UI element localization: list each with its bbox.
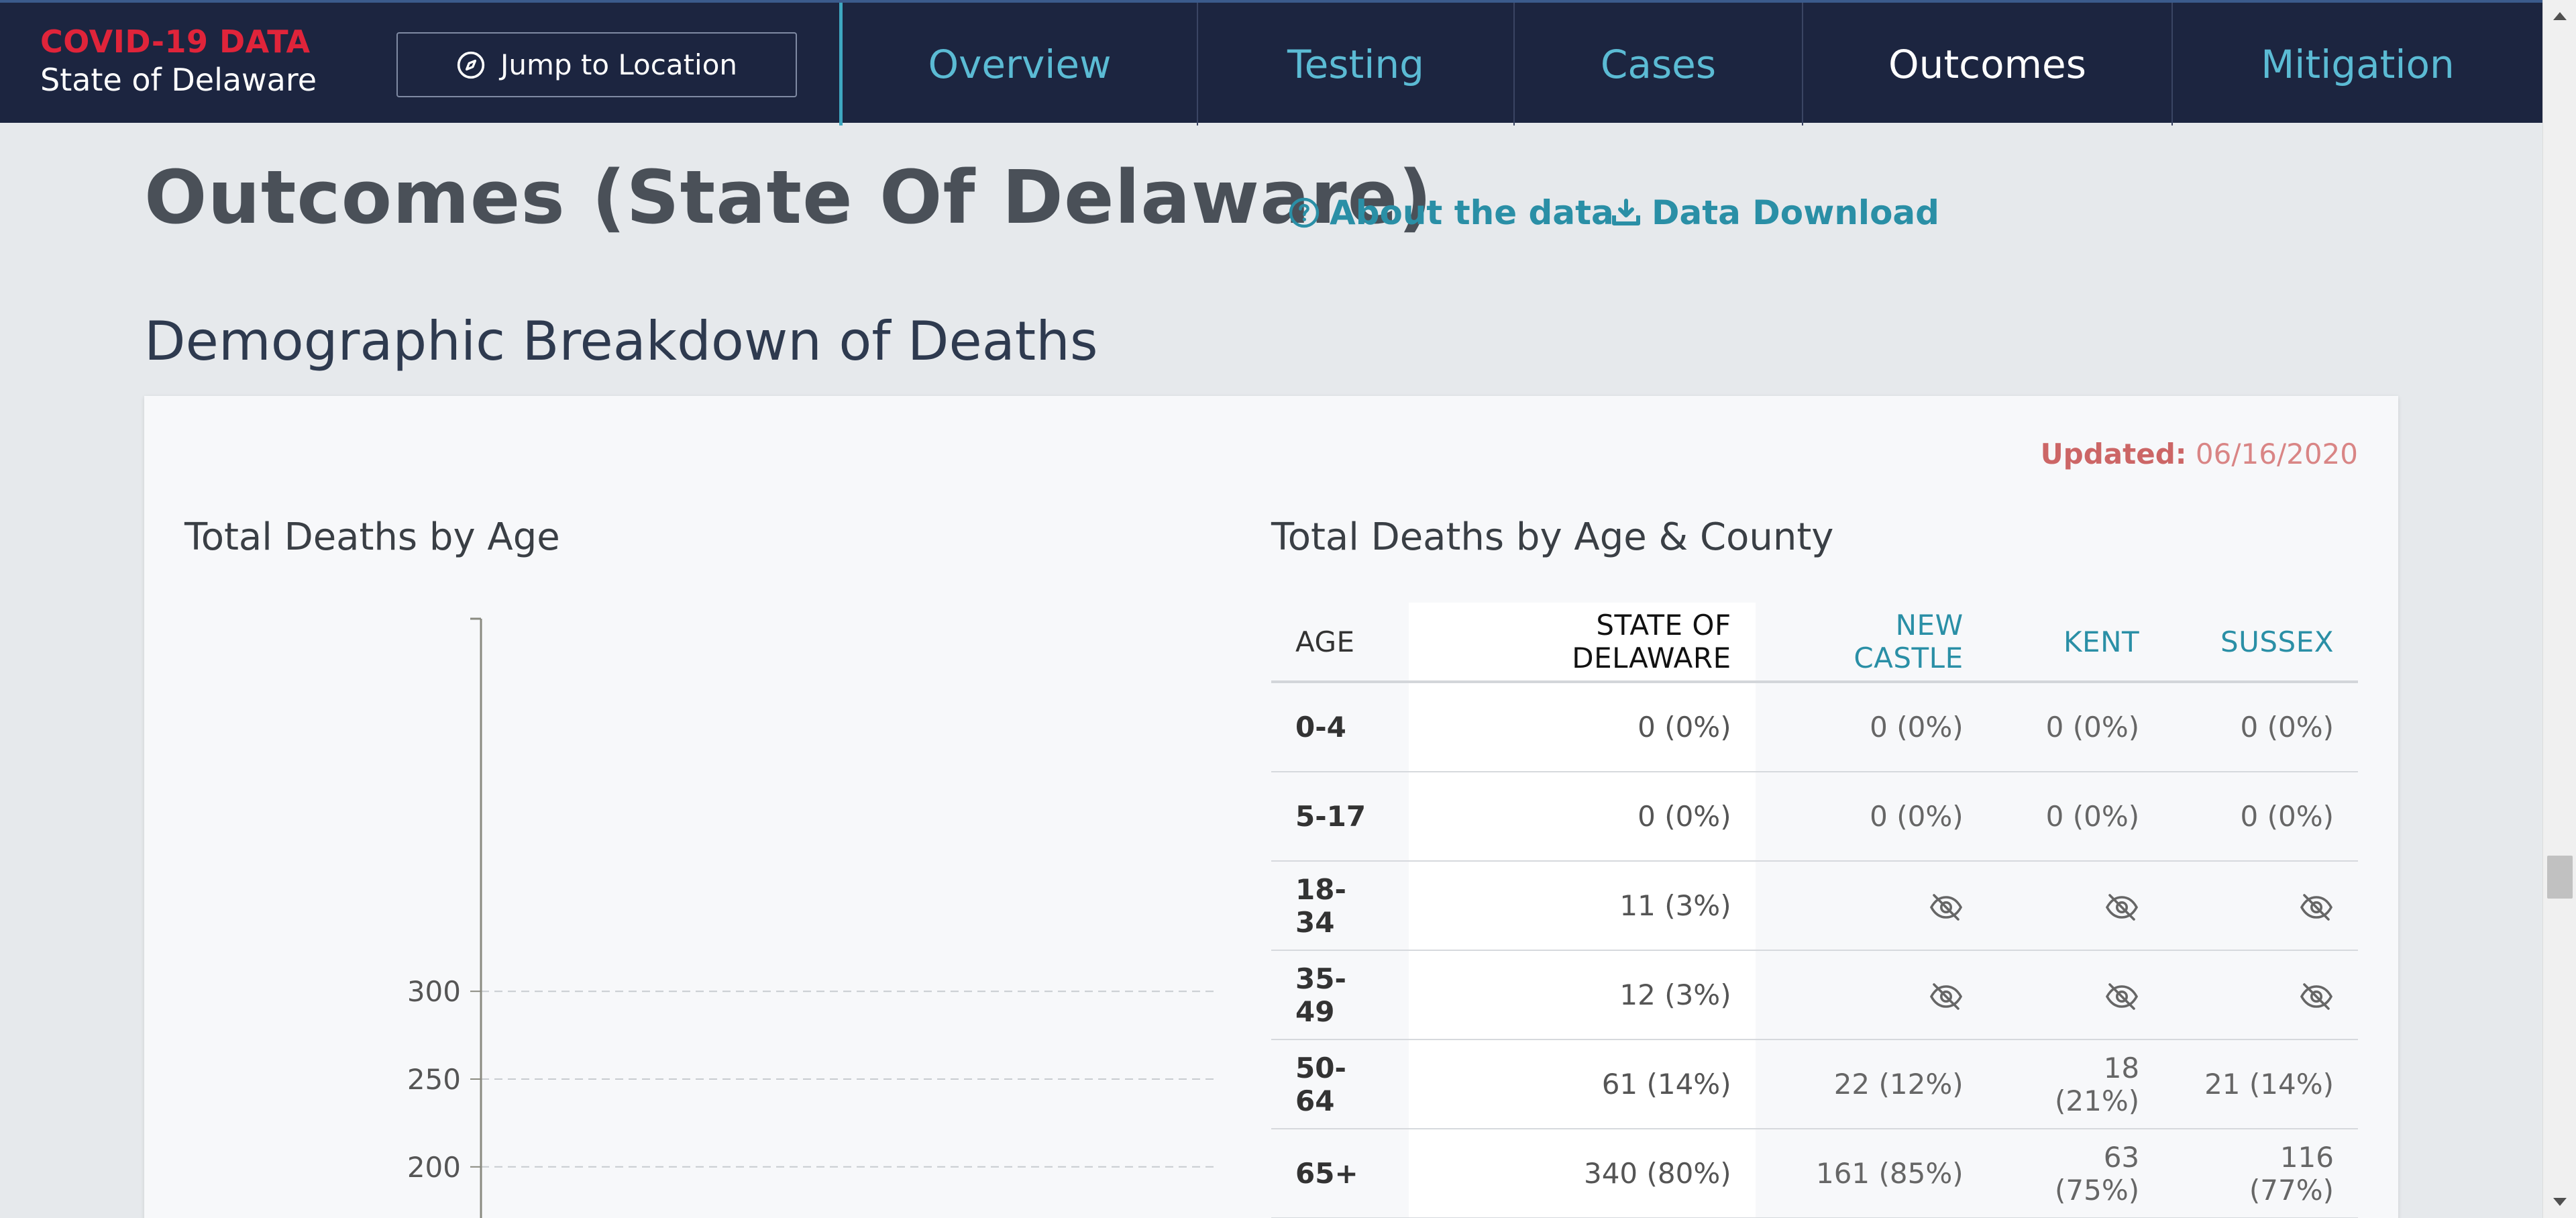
- hidden-icon: [1929, 983, 1962, 1011]
- scrollbar-thumb[interactable]: [2547, 856, 2573, 899]
- about-the-data-link[interactable]: About the data: [1288, 193, 1614, 232]
- tab-outcomes[interactable]: Outcomes: [1802, 3, 2171, 125]
- tab-cases[interactable]: Cases: [1513, 3, 1802, 125]
- top-navigation-bar: COVID-19 DATA State of Delaware Jump to …: [0, 0, 2542, 125]
- cell-kent: 0 (0%): [1987, 772, 2164, 862]
- tab-overview[interactable]: Overview: [928, 41, 1112, 87]
- scroll-down-arrow-icon[interactable]: [2553, 1198, 2567, 1206]
- deaths-by-age-county-table: AGE STATE OF DELAWARE NEW CASTLE KENT SU…: [1271, 603, 2358, 1218]
- cell-sussex: 0 (0%): [2163, 772, 2358, 862]
- brand-subtitle: State of Delaware: [40, 62, 317, 98]
- table-row: 65+ 340 (80%) 161 (85%) 63 (75%) 116 (77%): [1271, 1129, 2358, 1218]
- cell-kent: [1987, 861, 2164, 951]
- hidden-icon: [2106, 894, 2139, 921]
- cell-age: 50-64: [1271, 1039, 1409, 1129]
- updated-label: Updated:: [2040, 438, 2187, 470]
- demographic-card: Updated: 06/16/2020 Total Deaths by Age …: [144, 396, 2398, 1218]
- cell-age: 5-17: [1271, 772, 1409, 862]
- cell-kent: 0 (0%): [1987, 682, 2164, 772]
- nav-divider: [839, 3, 843, 125]
- updated-date: 06/16/2020: [2195, 438, 2358, 470]
- cell-kent: [1987, 950, 2164, 1040]
- deaths-by-age-chart: 50100150200250300 Deaths: [407, 617, 1218, 1218]
- jump-to-location-label: Jump to Location: [500, 48, 738, 81]
- table-row: 5-17 0 (0%) 0 (0%) 0 (0%) 0 (0%): [1271, 772, 2358, 862]
- scroll-up-arrow-icon[interactable]: [2553, 12, 2567, 20]
- y-tick-label: 200: [407, 1151, 461, 1184]
- col-header-age[interactable]: AGE: [1271, 603, 1409, 683]
- data-download-link[interactable]: Data Download: [1610, 193, 1939, 232]
- cell-sussex: 116 (77%): [2163, 1129, 2358, 1218]
- hidden-icon: [2300, 983, 2333, 1011]
- updated-stamp: Updated: 06/16/2020: [2041, 438, 2358, 470]
- cell-age: 65+: [1271, 1129, 1409, 1218]
- y-tick-label: 250: [407, 1063, 461, 1096]
- col-header-state[interactable]: STATE OF DELAWARE: [1408, 603, 1756, 683]
- section-title: Demographic Breakdown of Deaths: [144, 310, 1098, 372]
- cell-state: 340 (80%): [1408, 1129, 1756, 1218]
- cell-sussex: 0 (0%): [2163, 682, 2358, 772]
- table-row: 35-49 12 (3%): [1271, 950, 2358, 1040]
- col-header-kent[interactable]: KENT: [1987, 603, 2164, 683]
- table-row: 18-34 11 (3%): [1271, 861, 2358, 951]
- brand-title: COVID-19 DATA: [40, 23, 311, 60]
- cell-state: 11 (3%): [1408, 861, 1756, 951]
- page-title: Outcomes (State Of Delaware): [144, 154, 1433, 240]
- cell-new-castle: [1755, 950, 1988, 1040]
- question-circle-icon: [1289, 197, 1320, 228]
- hidden-icon: [2106, 983, 2139, 1011]
- cell-age: 0-4: [1271, 682, 1409, 772]
- cell-age: 35-49: [1271, 950, 1409, 1040]
- cell-kent: 18 (21%): [1987, 1039, 2164, 1129]
- tab-testing[interactable]: Testing: [1197, 3, 1513, 125]
- y-tick-label: 300: [407, 975, 461, 1008]
- col-header-new-castle[interactable]: NEW CASTLE: [1755, 603, 1988, 683]
- cell-age: 18-34: [1271, 861, 1409, 951]
- cell-kent: 63 (75%): [1987, 1129, 2164, 1218]
- table-header-row: AGE STATE OF DELAWARE NEW CASTLE KENT SU…: [1271, 603, 2358, 683]
- hidden-icon: [1929, 894, 1962, 921]
- compass-icon: [457, 51, 485, 79]
- cell-sussex: [2163, 950, 2358, 1040]
- cell-new-castle: 161 (85%): [1755, 1129, 1988, 1218]
- cell-new-castle: 22 (12%): [1755, 1039, 1988, 1129]
- hidden-icon: [2300, 894, 2333, 921]
- jump-to-location-button[interactable]: Jump to Location: [396, 32, 797, 97]
- brand[interactable]: COVID-19 DATA State of Delaware: [40, 23, 317, 99]
- table-title: Total Deaths by Age & County: [1271, 515, 1834, 559]
- chart-title: Total Deaths by Age: [184, 515, 560, 559]
- cell-state: 61 (14%): [1408, 1039, 1756, 1129]
- cell-new-castle: 0 (0%): [1755, 682, 1988, 772]
- cell-sussex: 21 (14%): [2163, 1039, 2358, 1129]
- cell-new-castle: [1755, 861, 1988, 951]
- col-header-sussex[interactable]: SUSSEX: [2163, 603, 2358, 683]
- cell-state: 0 (0%): [1408, 772, 1756, 862]
- cell-sussex: [2163, 861, 2358, 951]
- download-icon: [1612, 199, 1640, 225]
- table-row: 50-64 61 (14%) 22 (12%) 18 (21%) 21 (14%): [1271, 1039, 2358, 1129]
- cell-state: 0 (0%): [1408, 682, 1756, 772]
- cell-state: 12 (3%): [1408, 950, 1756, 1040]
- data-download-label: Data Download: [1652, 193, 1939, 232]
- cell-new-castle: 0 (0%): [1755, 772, 1988, 862]
- vertical-scrollbar[interactable]: [2542, 0, 2576, 1218]
- tab-mitigation[interactable]: Mitigation: [2171, 3, 2542, 125]
- about-the-data-label: About the data: [1330, 193, 1614, 232]
- table-row: 0-4 0 (0%) 0 (0%) 0 (0%) 0 (0%): [1271, 682, 2358, 772]
